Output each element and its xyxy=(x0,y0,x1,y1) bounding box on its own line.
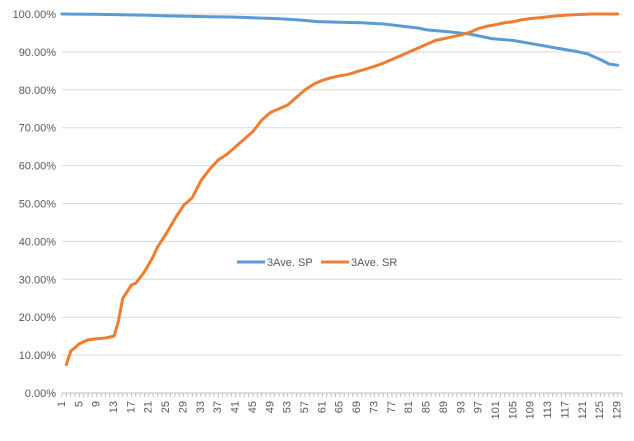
y-tick-labels: 0.00% 10.00% 20.00% 30.00% 40.00% 50.00% 60.00… xyxy=(13,9,57,400)
y-tick-label: 40.00% xyxy=(19,236,57,248)
x-tick-label: 109 xyxy=(525,401,537,419)
x-tick-label: 29 xyxy=(177,401,189,413)
x-tick-label: 25 xyxy=(160,401,172,413)
x-tick-label: 69 xyxy=(351,401,363,413)
x-tick-label: 125 xyxy=(594,401,606,419)
x-tick-label: 105 xyxy=(507,401,519,419)
legend-label-sp: 3Ave. SP xyxy=(267,257,313,269)
x-tick-label: 93 xyxy=(455,401,467,413)
x-tick-label: 73 xyxy=(368,401,380,413)
y-tick-label: 20.00% xyxy=(19,312,57,324)
y-tick-label: 0.00% xyxy=(25,388,56,400)
x-tick-label: 89 xyxy=(438,401,450,413)
x-tick-label: 61 xyxy=(316,401,328,413)
x-tick-label: 17 xyxy=(125,401,137,413)
x-tick-label: 5 xyxy=(73,401,85,407)
legend: 3Ave. SP 3Ave. SR xyxy=(237,257,397,269)
y-tick-label: 30.00% xyxy=(19,274,57,286)
grid-lines xyxy=(62,13,622,356)
x-tick-label: 33 xyxy=(195,401,207,413)
x-tick-label: 21 xyxy=(143,401,155,413)
x-tick-label: 81 xyxy=(403,401,415,413)
y-tick-label: 80.00% xyxy=(19,85,57,97)
x-tick-label: 53 xyxy=(282,401,294,413)
x-tick-label: 45 xyxy=(247,401,259,413)
series-lines xyxy=(60,12,620,367)
x-tick-label: 77 xyxy=(386,401,398,413)
x-tick-label: 129 xyxy=(612,401,624,419)
x-tick-label: 13 xyxy=(108,401,120,413)
x-tick-label: 65 xyxy=(334,401,346,413)
y-tick-label: 50.00% xyxy=(19,199,57,211)
x-tick-label: 49 xyxy=(264,401,276,413)
x-tick-label: 37 xyxy=(212,401,224,413)
axes xyxy=(61,392,623,397)
x-tick-label: 41 xyxy=(230,401,242,413)
series-line-sr xyxy=(64,12,620,367)
y-tick-label: 70.00% xyxy=(19,123,57,135)
x-tick-label: 121 xyxy=(577,401,589,419)
y-tick-label: 10.00% xyxy=(19,350,57,362)
legend-label-sr: 3Ave. SR xyxy=(351,257,397,269)
x-tick-label: 9 xyxy=(91,401,103,407)
x-tick-label: 1 xyxy=(56,401,68,407)
y-tick-label: 90.00% xyxy=(19,47,57,59)
x-tick-label: 117 xyxy=(559,401,571,419)
x-tick-labels: 1 5 9 13 17 21 25 29 33 37 41 45 49 53 57 61 65 69 73 77 81 8… xyxy=(56,401,624,419)
x-tick-label: 57 xyxy=(299,401,311,413)
x-tick-label: 113 xyxy=(542,401,554,419)
y-tick-label: 100.00% xyxy=(13,9,57,21)
x-tick-label: 97 xyxy=(473,401,485,413)
series-line-sp xyxy=(60,12,620,67)
x-tick-label: 85 xyxy=(421,401,433,413)
x-tick-label: 101 xyxy=(490,401,502,419)
y-tick-label: 60.00% xyxy=(19,161,57,173)
